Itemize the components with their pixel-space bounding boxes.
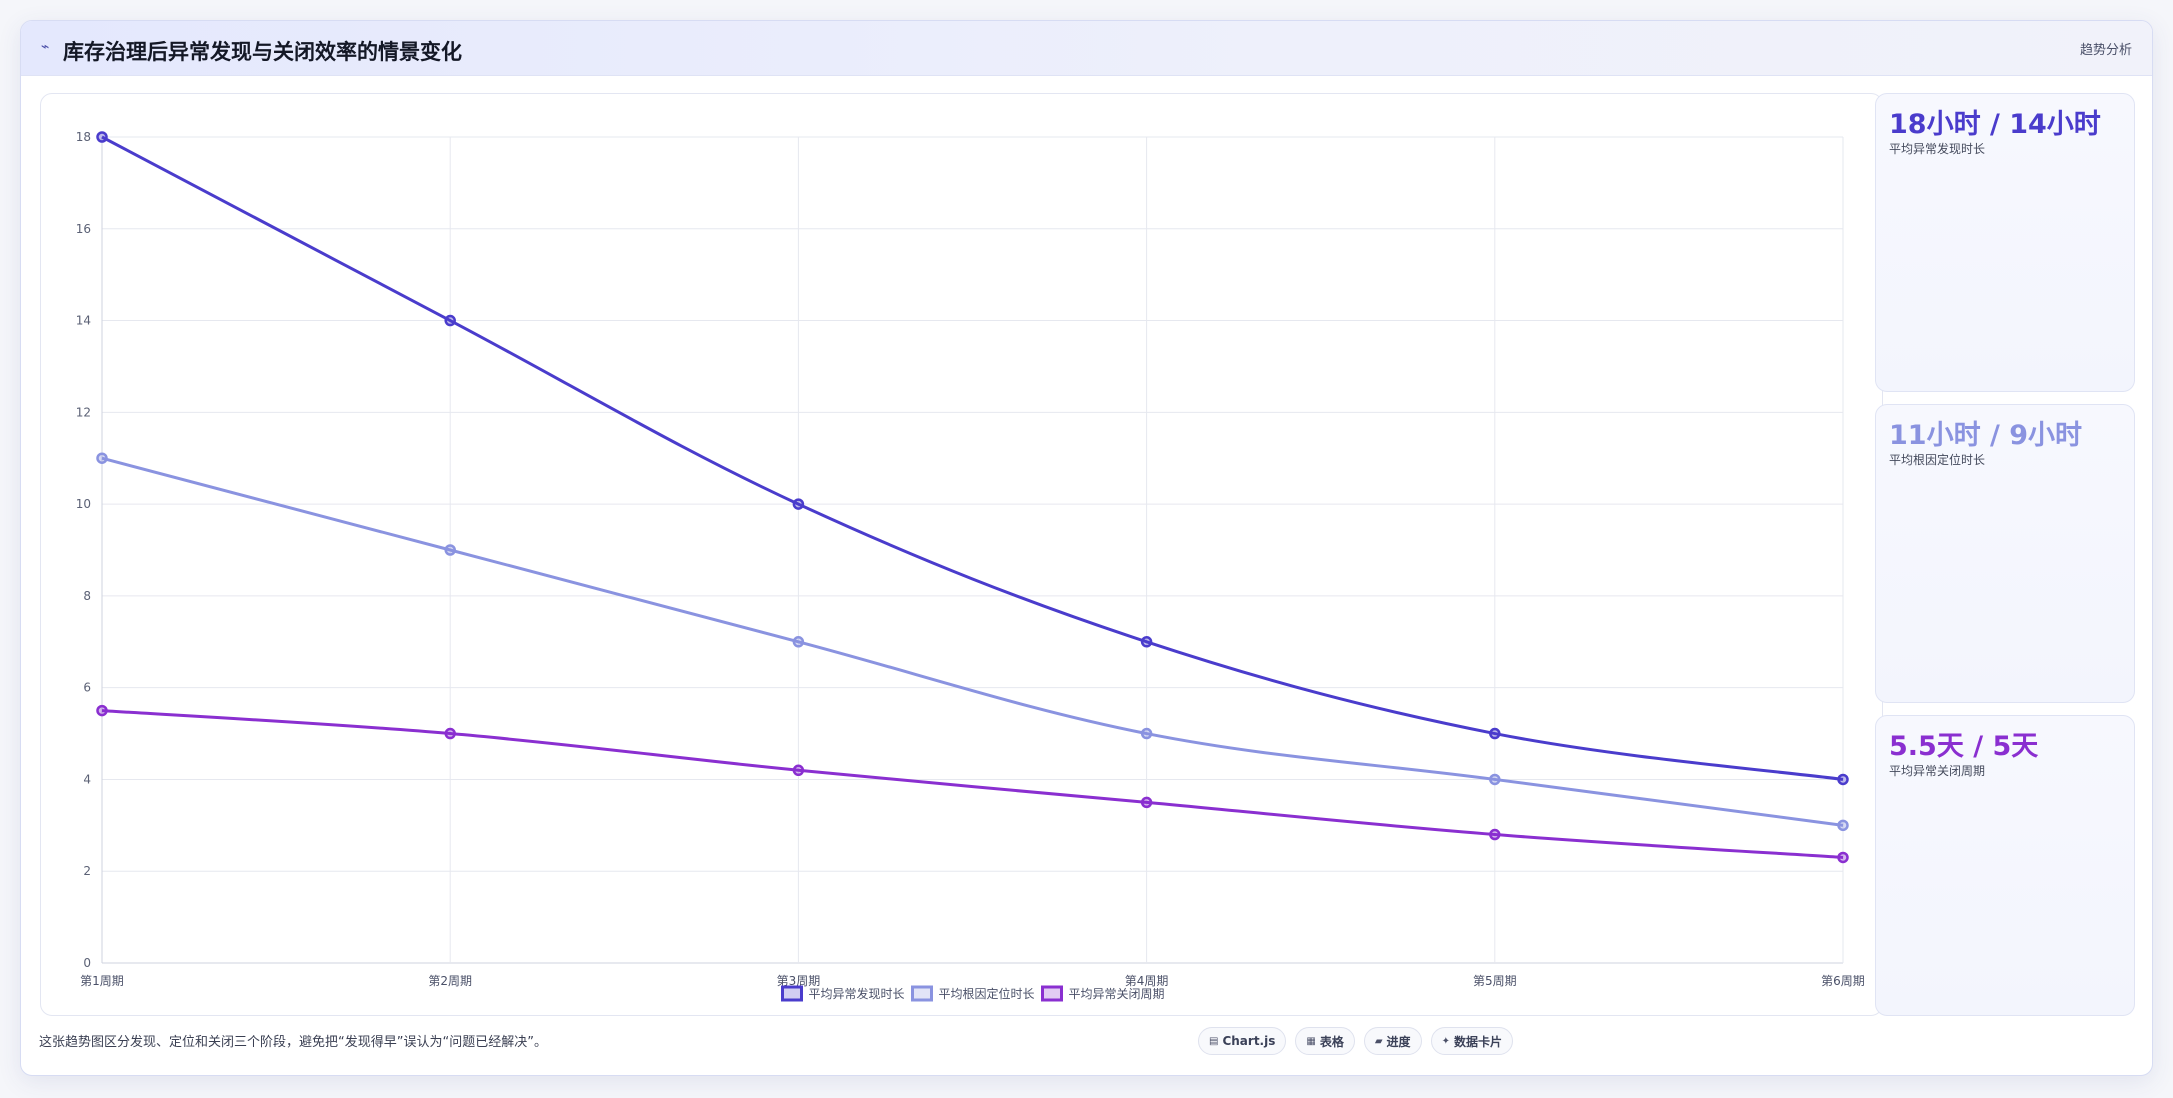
kpi-card-discovery: 18小时 / 14小时 平均异常发现时长 [1875,93,2135,392]
y-tick-label: 2 [83,864,91,878]
legend-label: 平均异常关闭周期 [1069,987,1165,1001]
chip-label: 表格 [1319,1034,1344,1049]
data-point [1489,727,1501,740]
kpi-value: 5.5天 / 5天 [1889,731,2039,762]
data-point [444,314,456,327]
x-tick-label: 第6周期 [1821,974,1865,988]
chip-chartjs[interactable]: ▤ Chart.js [1198,1027,1287,1055]
data-point [96,131,108,143]
kpi-card-closure: 5.5天 / 5天 平均异常关闭周期 [1875,715,2135,1016]
data-point [1140,636,1153,648]
y-tick-label: 18 [76,130,91,144]
data-point [1837,851,1849,864]
y-tick-label: 8 [83,589,91,603]
chart-note: 这张趋势图区分发现、定位和关闭三个阶段，避免把“发现得早”误认为“问题已经解决”… [39,1035,547,1050]
chip-progress[interactable]: ▰ 进度 [1363,1027,1422,1055]
series-line [101,135,1844,781]
y-tick-label: 0 [83,956,91,970]
chip-label: 数据卡片 [1453,1034,1502,1049]
kpi-card-root-cause: 11小时 / 9小时 平均根因定位时长 [1875,404,2135,703]
data-point [96,704,108,717]
y-tick-label: 12 [76,405,91,419]
x-tick-label: 第3周期 [777,974,821,988]
data-point [1837,773,1849,786]
trend-analysis-tag: 趋势分析 [2079,43,2132,58]
data-point [1140,727,1153,740]
sparkle-icon: ✦ [1441,1035,1450,1047]
legend-swatch [911,985,933,1002]
series-line [101,456,1844,827]
chart-card: 0 2 4 6 8 10 12 14 16 18 第1周期 第2周期 第3周期 第4周期 第5周期 第6周期平… [40,93,1883,1016]
x-tick-label: 第1周期 [80,974,124,988]
kpi-label: 平均根因定位时长 [1889,453,1986,467]
chip-data-card[interactable]: ✦ 数据卡片 [1430,1027,1513,1055]
chip-label: Chart.js [1222,1034,1276,1048]
chip-label: 进度 [1386,1034,1411,1049]
y-tick-label: 16 [76,222,91,236]
kpi-value: 18小时 / 14小时 [1889,109,2101,140]
page-title: 库存治理后异常发现与关闭效率的情景变化 [63,40,462,64]
y-tick-label: 4 [83,772,91,786]
legend-swatch [1041,985,1063,1002]
series-line [101,709,1844,859]
data-point [792,764,805,777]
data-point [792,636,805,648]
y-tick-label: 14 [76,314,91,328]
x-tick-label: 第5周期 [1473,974,1517,988]
data-point [1489,773,1501,786]
data-point [96,452,108,464]
chip-table[interactable]: ▦ 表格 [1295,1027,1355,1055]
table-icon: ▦ [1306,1035,1316,1047]
data-point [792,498,805,510]
x-tick-label: 第4周期 [1125,974,1169,988]
data-point [1837,819,1849,832]
kpi-value: 11小时 / 9小时 [1889,420,2083,451]
data-point [1140,796,1153,809]
x-tick-label: 第2周期 [428,974,472,988]
data-point [444,727,456,740]
kpi-label: 平均异常关闭周期 [1889,764,1986,778]
legend-label: 平均根因定位时长 [939,986,1035,1001]
tech-chips: ▤ Chart.js ▦ 表格 ▰ 进度 ✦ 数据卡片 [1198,1027,1513,1055]
data-point [1489,828,1501,841]
line-chart: 0 2 4 6 8 10 12 14 16 18 第1周期 第2周期 第3周期 第4周期 第5周期 第6周期平… [76,130,1865,1002]
header-bar: ⌁ 库存治理后异常发现与关闭效率的情景变化 趋势分析 [21,21,2152,76]
y-tick-label: 10 [76,497,91,511]
y-tick-label: 6 [83,681,91,695]
legend-swatch [781,985,803,1002]
kpi-label: 平均异常发现时长 [1889,142,1986,156]
trend-icon: ⌁ [41,39,50,55]
data-point [444,544,456,556]
dashboard-window: ⌁ 库存治理后异常发现与关闭效率的情景变化 趋势分析 0 2 4 6 8 10 12 14 16… [20,20,2153,1076]
legend-label: 平均异常发现时长 [809,986,905,1001]
progress-icon: ▰ [1374,1035,1383,1047]
chart-icon: ▤ [1209,1035,1219,1047]
